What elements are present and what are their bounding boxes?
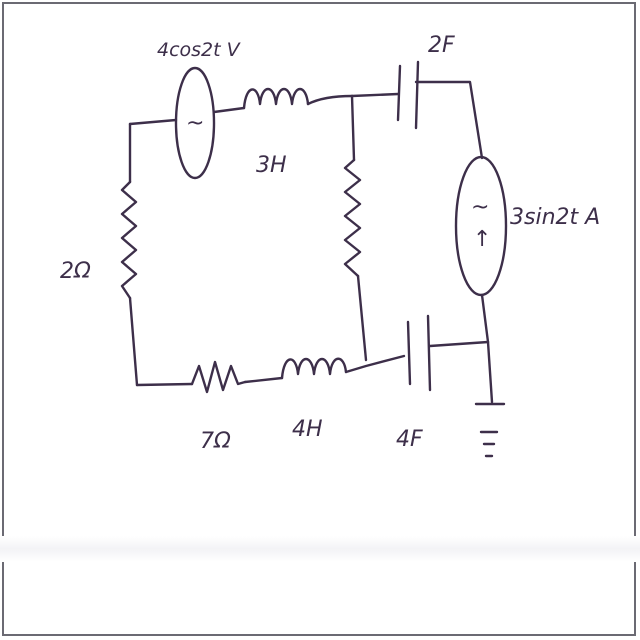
bottom-wire bbox=[135, 382, 194, 387]
top-left-wire bbox=[128, 118, 178, 126]
right-wire bbox=[480, 293, 490, 344]
label-voltage-source: 4cos2t V bbox=[157, 39, 242, 61]
label-capacitor-4f: 4F bbox=[396, 427, 423, 452]
resistor-2ohm bbox=[120, 180, 138, 300]
current-source: ~ ↑ bbox=[454, 155, 508, 297]
wire-to-inductor-3h bbox=[212, 106, 246, 114]
resistor-7ohm bbox=[190, 360, 247, 394]
inductor-4h bbox=[280, 357, 348, 380]
resistor-middle bbox=[343, 158, 362, 278]
top-right-wire bbox=[414, 80, 484, 160]
current-source-tilde: ~ bbox=[471, 195, 489, 220]
wire-to-capacitor-4f bbox=[344, 354, 406, 374]
wire-to-inductor-4h bbox=[243, 376, 284, 384]
label-resistor-2ohm: 2Ω bbox=[60, 259, 91, 284]
current-source-arrow: ↑ bbox=[473, 227, 491, 252]
label-current-source: 3sin2t A bbox=[510, 205, 600, 230]
voltage-source-symbol: ~ bbox=[186, 111, 204, 136]
left-wire bbox=[128, 122, 139, 387]
label-capacitor-2f: 2F bbox=[428, 33, 455, 58]
inductor-3h bbox=[242, 87, 310, 110]
label-inductor-3h: 3H bbox=[256, 153, 287, 178]
middle-branch bbox=[343, 94, 368, 362]
capacitor-2f bbox=[396, 60, 420, 130]
ground-symbol bbox=[474, 340, 506, 458]
label-resistor-7ohm: 7Ω bbox=[200, 429, 231, 454]
voltage-source: ~ bbox=[174, 66, 216, 180]
capacitor-4f bbox=[406, 314, 432, 392]
bottom-right-wire bbox=[428, 340, 490, 348]
label-inductor-4h: 4H bbox=[292, 417, 323, 442]
wire-to-capacitor-2f bbox=[350, 92, 400, 98]
top-middle-wire bbox=[306, 94, 354, 106]
scan-band bbox=[0, 536, 640, 562]
